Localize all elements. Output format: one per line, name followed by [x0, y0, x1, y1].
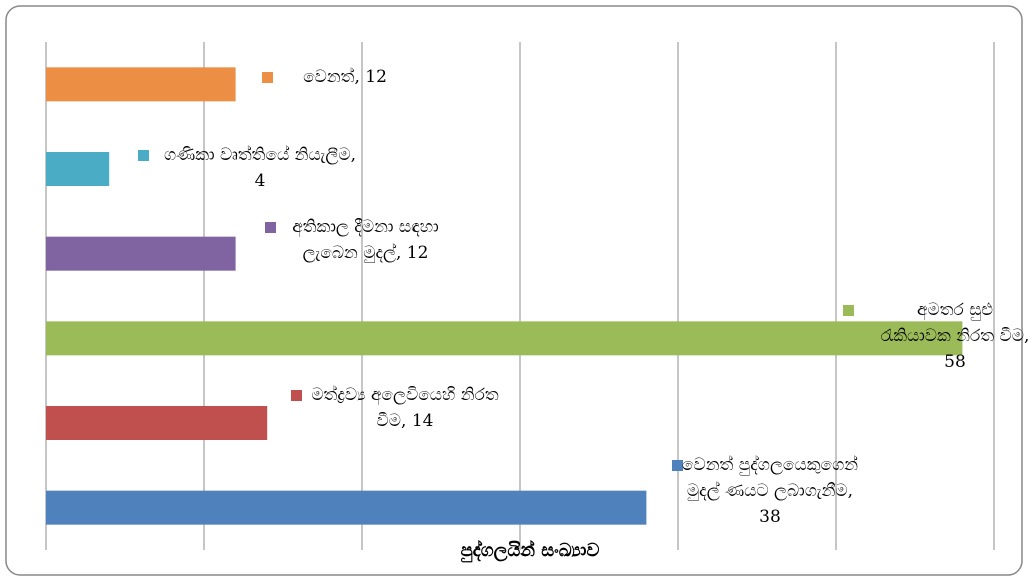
data-label: මත්ද්‍රව්‍ය අලෙවියෙහි නිරත වීම14 [300, 382, 510, 434]
category-label: වෙනත් පුද්ගලයෙකුගෙන් මුදල් ණයට ලබාගැනීම [681, 455, 859, 501]
x-axis-label: පුද්ගලයින් සංඛ්‍යාව [460, 540, 600, 561]
bar [46, 67, 236, 102]
bar [46, 236, 236, 271]
bar [46, 321, 963, 356]
bar [46, 152, 110, 186]
bar [46, 490, 647, 525]
data-label: අමතර සුළු රැකියාවක නිරත වීම58 [880, 297, 1028, 375]
data-label: වෙනත් පුද්ගලයෙකුගෙන් මුදල් ණයට ලබාගැනීම3… [680, 452, 860, 530]
legend-marker [291, 390, 302, 401]
legend-marker [138, 150, 149, 161]
legend-marker [262, 72, 273, 83]
data-label: අතිකාල දීමනා සඳහා ලැබෙන මුදල්12 [283, 214, 448, 266]
category-label: වෙනත් [303, 67, 355, 87]
category-label: අමතර සුළු රැකියාවක නිරත වීම [880, 300, 1024, 346]
category-label: මත්ද්‍රව්‍ය අලෙවියෙහි නිරත වීම [311, 385, 499, 431]
value-label: 12 [354, 67, 386, 87]
category-label: ගණිකා වෘත්තියේ නියැලීම [163, 145, 351, 165]
bar [46, 406, 268, 440]
data-label: ගණිකා වෘත්තියේ නියැලීම4 [160, 142, 360, 194]
category-label: අතිකාල දීමනා සඳහා ලැබෙන මුදල් [292, 217, 439, 263]
legend-marker [265, 222, 276, 233]
legend-marker [672, 460, 683, 471]
value-label: 12 [396, 243, 428, 263]
legend-marker [843, 305, 854, 316]
value-label: 14 [401, 411, 433, 431]
data-label: වෙනත්12 [280, 64, 410, 90]
